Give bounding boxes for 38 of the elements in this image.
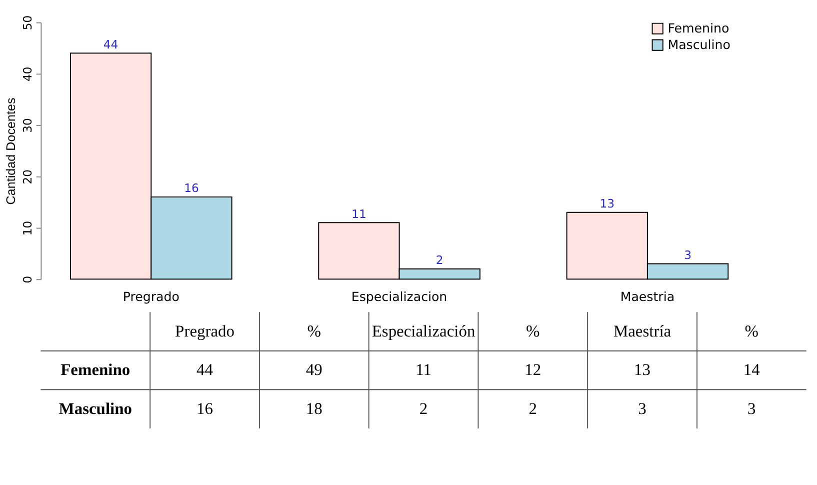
category-label: % [526, 321, 540, 340]
text: 2 [436, 253, 444, 268]
y-tick-label: 20 [20, 169, 34, 184]
category-label: Masculino [58, 398, 132, 418]
text: 44 [103, 37, 118, 52]
y-tick-label: 40 [20, 66, 34, 82]
data-label: 3 [638, 398, 646, 418]
data-label: 11 [416, 360, 432, 380]
category-label: Maestría [613, 321, 672, 340]
y-tick-label: 0 [20, 276, 34, 284]
y-axis-title: Cantidad Docentes [4, 98, 18, 205]
text: 14 [743, 360, 760, 380]
y-tick-label: 10 [20, 220, 34, 236]
data-label: 2 [419, 398, 428, 418]
text: 13 [600, 196, 615, 211]
text: 49 [306, 360, 322, 380]
data-label: 44 [196, 360, 214, 380]
category-label: Pregrado [175, 321, 234, 340]
text: 3 [748, 398, 756, 418]
text: 16 [184, 181, 199, 196]
data-label: 16 [196, 398, 214, 418]
x-tick-label: Pregrado [122, 288, 180, 304]
category-label: % [744, 321, 759, 340]
text: 3 [684, 248, 692, 262]
category-label: Femenino [60, 360, 130, 380]
x-tick-label: Especializacion [351, 288, 448, 304]
legend-label: Masculino [668, 36, 730, 52]
legend-label: Femenino [668, 20, 730, 36]
data-label: 13 [634, 360, 651, 380]
category-label: % [307, 321, 322, 340]
category-label: Especialización [372, 321, 476, 340]
text: 2 [528, 398, 538, 418]
y-tick-label: 50 [20, 15, 34, 30]
text: 12 [524, 360, 542, 380]
y-tick-label: 30 [20, 118, 34, 133]
text: 11 [352, 206, 366, 221]
x-tick-label: Maestria [620, 288, 675, 304]
text: 18 [306, 398, 322, 418]
